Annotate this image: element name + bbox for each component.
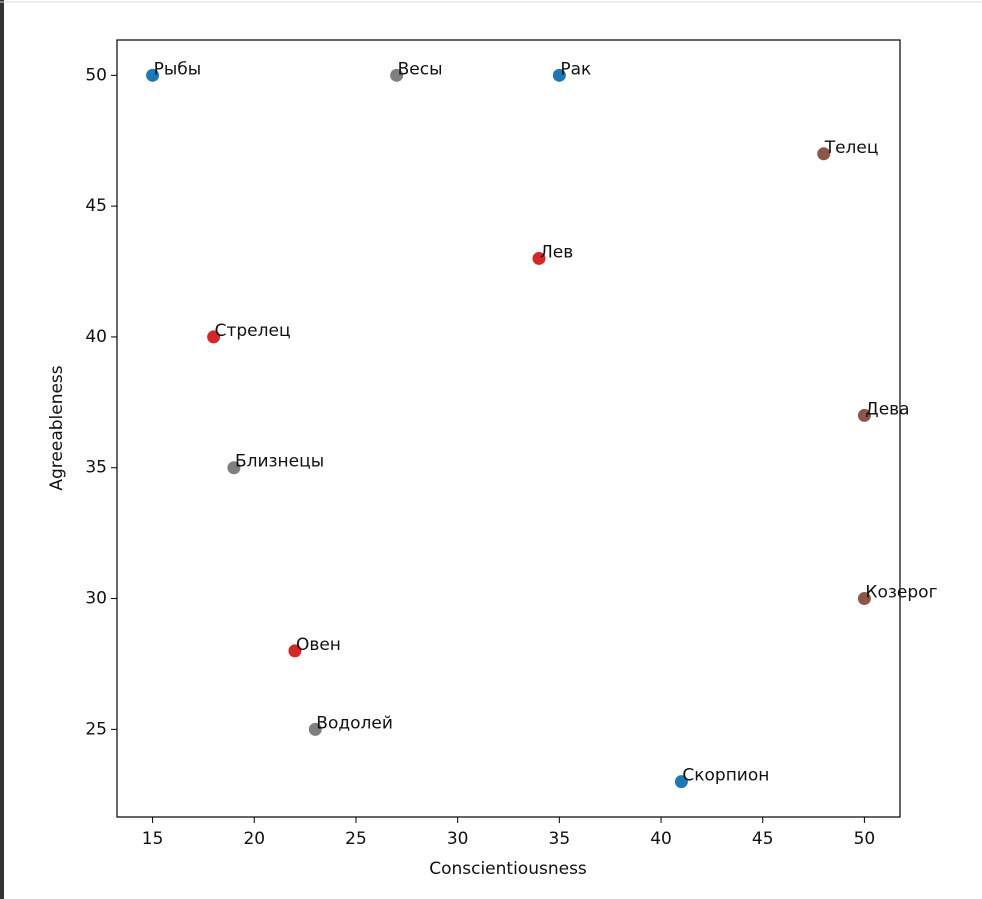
point [532,251,546,265]
point-label: Рыбы [154,59,202,79]
point-label: Лев [540,242,573,262]
y-tick-label: 50 [85,65,107,85]
point-label: Дева [865,399,909,419]
point [390,68,404,82]
x-tick-label: 20 [243,829,265,849]
point [817,147,831,161]
y-tick-label: 45 [85,196,107,216]
plot-frame [116,39,901,818]
point-label: Водолей [316,713,393,733]
point-label: Стрелец [215,321,291,341]
x-tick-label: 45 [752,829,774,849]
point-label: Козерог [865,583,937,603]
y-tick-label: 30 [85,589,107,609]
point [146,68,160,82]
point [207,330,221,344]
x-tick-label: 35 [549,829,571,849]
x-axis-label: Conscientiousness [429,859,587,879]
point-label: Овен [296,635,341,655]
point-label: Рак [560,59,591,79]
y-axis-label: Agreeableness [47,365,67,490]
x-tick-label: 40 [650,829,672,849]
point [288,644,302,658]
x-tick-label: 30 [447,829,469,849]
point [227,461,241,475]
y-tick-label: 35 [85,458,107,478]
point [308,722,322,736]
x-tick-label: 15 [142,829,164,849]
window-edge [0,0,4,899]
y-tick-label: 25 [85,719,107,739]
point [552,68,566,82]
point-label: Весы [398,59,443,79]
point-label: Близнецы [235,452,324,472]
point [857,592,871,606]
x-tick-label: 25 [345,829,367,849]
point [674,775,688,789]
point [857,408,871,422]
point-label: Телец [824,138,879,158]
point-label: Скорпион [682,766,769,786]
x-tick-label: 50 [854,829,876,849]
y-tick-label: 40 [85,327,107,347]
